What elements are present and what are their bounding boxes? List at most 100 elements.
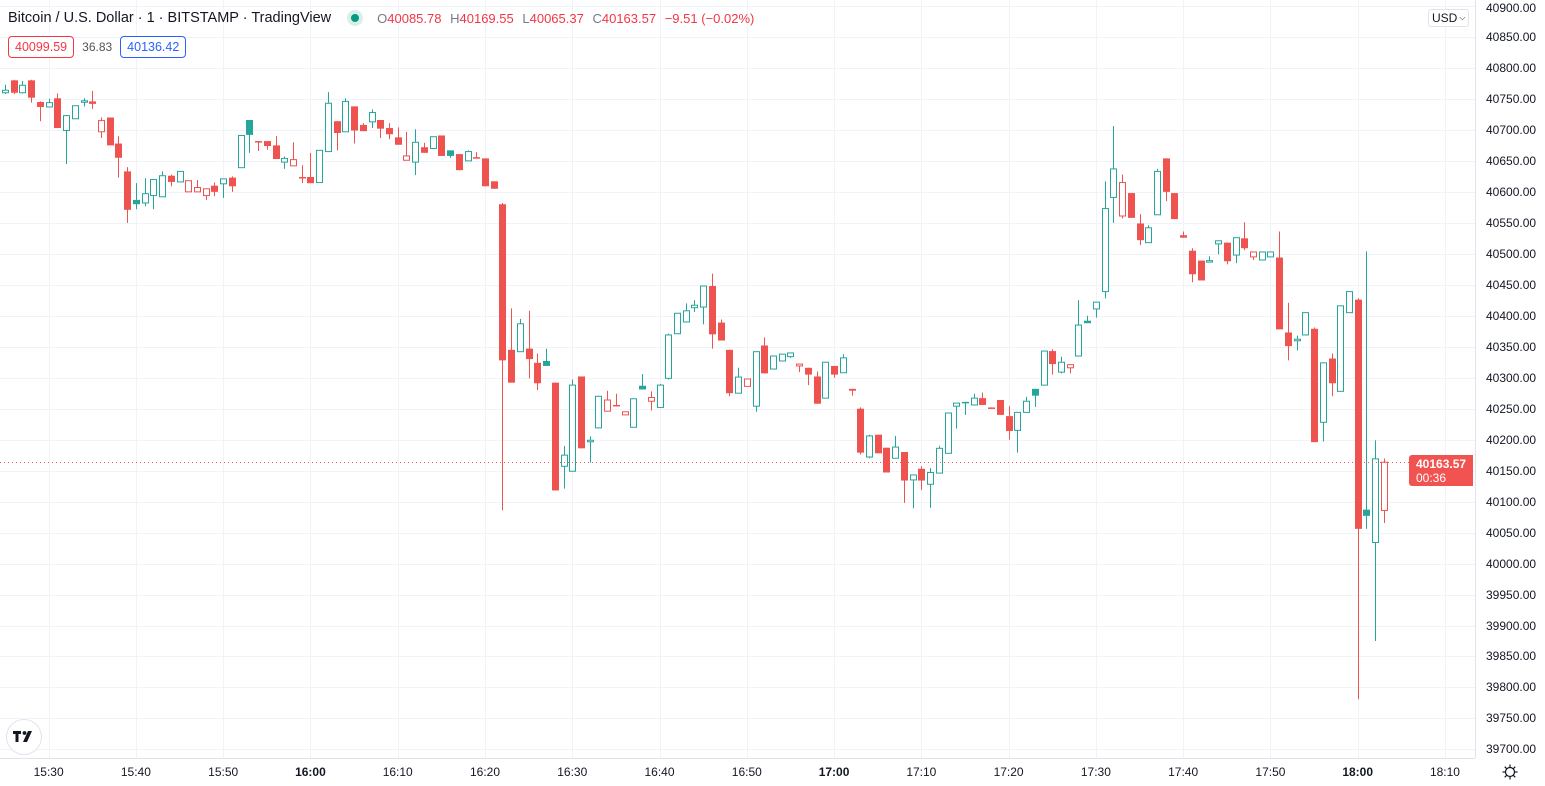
candle bbox=[543, 348, 550, 366]
candle-body bbox=[255, 141, 262, 143]
candle-body bbox=[988, 407, 995, 409]
candle bbox=[1058, 356, 1065, 374]
settings-gear-icon[interactable] bbox=[1501, 763, 1519, 781]
candle-body bbox=[1014, 411, 1021, 431]
candle-body bbox=[892, 446, 899, 459]
candle bbox=[534, 353, 541, 391]
candle-body bbox=[578, 376, 585, 449]
candle-body bbox=[1006, 416, 1013, 431]
candle-body bbox=[1198, 260, 1205, 281]
candle-body bbox=[753, 351, 760, 407]
candle bbox=[54, 93, 61, 129]
candle bbox=[395, 127, 402, 145]
candle-body bbox=[822, 361, 829, 399]
candle-body bbox=[430, 136, 437, 149]
x-tick-label: 17:40 bbox=[1168, 765, 1199, 779]
candle bbox=[639, 373, 646, 390]
candle bbox=[578, 376, 585, 449]
candle bbox=[988, 407, 995, 409]
candle-body bbox=[28, 80, 35, 98]
candle-body bbox=[1128, 193, 1135, 218]
candle-body bbox=[543, 360, 550, 366]
candle-body bbox=[630, 398, 637, 428]
candle bbox=[1363, 251, 1370, 529]
candle-body bbox=[831, 365, 838, 375]
candle bbox=[691, 300, 698, 313]
candle bbox=[203, 188, 210, 200]
candle-body bbox=[307, 176, 314, 184]
high-label: H bbox=[450, 10, 460, 26]
x-tick-label: 15:40 bbox=[120, 765, 151, 779]
candle-body bbox=[142, 193, 149, 204]
candle bbox=[814, 371, 821, 404]
candle bbox=[456, 154, 463, 171]
candle bbox=[1110, 126, 1117, 223]
candle bbox=[273, 136, 280, 160]
candle bbox=[892, 435, 899, 459]
candle bbox=[927, 468, 934, 508]
buy-button[interactable]: 40136.42 bbox=[120, 36, 187, 58]
candle bbox=[1311, 327, 1318, 443]
candle-body bbox=[316, 149, 323, 184]
candle bbox=[1014, 411, 1021, 453]
candle bbox=[1075, 300, 1082, 357]
candle bbox=[386, 123, 393, 140]
candle bbox=[779, 353, 786, 362]
candle-body bbox=[1084, 320, 1091, 324]
candle bbox=[508, 308, 515, 383]
candle bbox=[1084, 315, 1091, 324]
candle bbox=[238, 134, 245, 169]
candle bbox=[133, 183, 140, 210]
open-label: O bbox=[377, 10, 388, 26]
candle-body bbox=[718, 322, 725, 341]
candle-body bbox=[1363, 509, 1370, 516]
candle bbox=[499, 203, 506, 511]
candle bbox=[115, 136, 122, 178]
candle-body bbox=[19, 84, 26, 94]
candle bbox=[325, 92, 332, 153]
candle bbox=[447, 150, 454, 158]
x-tick-label: 16:00 bbox=[295, 765, 326, 779]
sell-button[interactable]: 40099.59 bbox=[8, 36, 75, 58]
candle-body bbox=[299, 176, 306, 179]
candlestick-plot[interactable] bbox=[0, 0, 1475, 758]
symbol-title[interactable]: Bitcoin / U.S. Dollar · 1 · BITSTAMP · T… bbox=[8, 10, 332, 26]
candle-body bbox=[1163, 158, 1170, 192]
candle bbox=[936, 445, 943, 474]
candle bbox=[1215, 240, 1222, 255]
candle bbox=[430, 136, 437, 149]
candle bbox=[2, 84, 9, 94]
candle-body bbox=[761, 345, 768, 374]
candle-body bbox=[89, 101, 96, 104]
low-value: 40065.37 bbox=[529, 10, 584, 26]
candle-body bbox=[866, 435, 873, 458]
time-axis[interactable]: 15:30 15:40 15:50 16:00 16:10 16:20 16:30 16:40… bbox=[0, 758, 1475, 785]
currency-dropdown[interactable]: USD ⌵ bbox=[1428, 9, 1470, 27]
candle-body bbox=[281, 157, 288, 163]
candle bbox=[1189, 248, 1196, 283]
candle-body bbox=[63, 115, 70, 132]
candle-body bbox=[1294, 338, 1301, 342]
candle-body bbox=[2, 89, 9, 94]
candle-body bbox=[561, 454, 568, 467]
x-tick-label: 17:20 bbox=[993, 765, 1024, 779]
candle bbox=[1137, 214, 1144, 246]
last-price-value: 40163.57 bbox=[1416, 456, 1467, 471]
y-tick-label: 39950.00 bbox=[1486, 587, 1537, 602]
candle-body bbox=[918, 468, 925, 481]
candle-body bbox=[927, 471, 934, 485]
candle bbox=[761, 337, 768, 374]
candle bbox=[805, 367, 812, 386]
candle bbox=[316, 149, 323, 184]
candle-body bbox=[203, 188, 210, 197]
candle bbox=[307, 152, 314, 184]
y-tick-label: 40650.00 bbox=[1486, 153, 1537, 168]
candle-body bbox=[875, 434, 882, 454]
candle bbox=[962, 401, 969, 415]
tradingview-logo-icon[interactable] bbox=[6, 719, 42, 755]
price-axis[interactable]: 40900.00 40850.00 40800.00 40750.00 40700.00… bbox=[1475, 0, 1545, 758]
candle-body bbox=[1355, 299, 1362, 529]
candle bbox=[1119, 174, 1126, 219]
candle bbox=[482, 158, 489, 187]
candle bbox=[604, 390, 611, 412]
